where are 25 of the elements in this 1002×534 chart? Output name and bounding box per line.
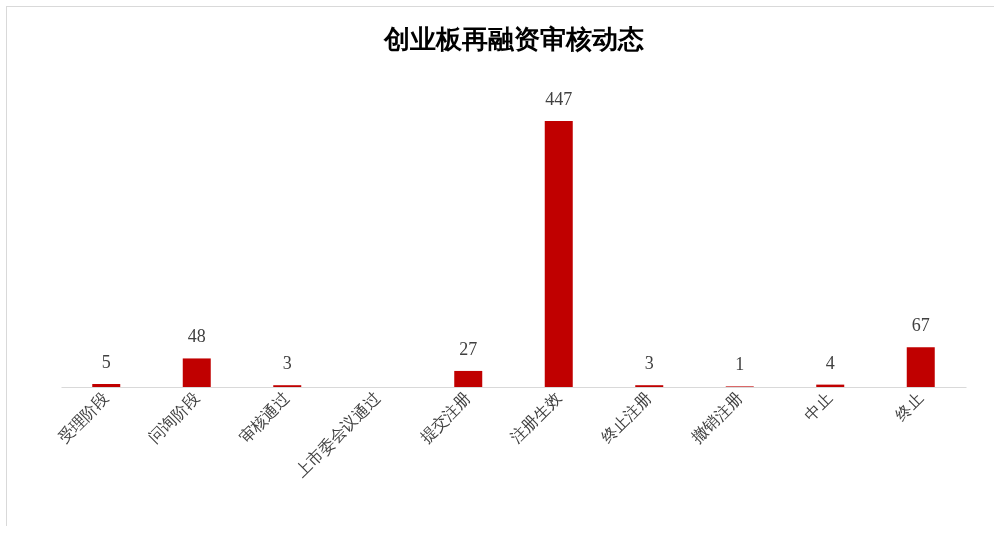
x-tick-label: 上市委会议通过: [292, 389, 384, 481]
data-label: 5: [101, 352, 111, 373]
data-label: 447: [545, 89, 573, 109]
data-label: 4: [825, 352, 835, 373]
data-label: 48: [187, 326, 206, 347]
chart-title: 创业板再融资审核动态: [382, 25, 644, 54]
data-label: 3: [644, 353, 654, 374]
x-tick-label: 注册生效: [507, 389, 565, 447]
data-label: 1: [735, 354, 745, 375]
x-tick-label: 提交注册: [416, 389, 474, 447]
bar: [182, 358, 211, 387]
bar: [906, 347, 935, 387]
data-label: 3: [282, 353, 292, 374]
bar: [92, 384, 121, 387]
x-tick-label: 受理阶段: [54, 389, 112, 447]
x-tick-label: 终止: [891, 389, 927, 424]
x-tick-label: 撤销注册: [688, 389, 746, 447]
x-tick-label: 审核通过: [235, 389, 293, 447]
bar: [544, 121, 573, 387]
x-tick-label: 中止: [801, 389, 836, 424]
data-label: 27: [459, 338, 478, 359]
data-label: 67: [911, 315, 930, 336]
x-tick-label: 终止注册: [597, 389, 655, 447]
bar: [454, 370, 483, 387]
x-tick-label: 问询阶段: [145, 389, 203, 447]
